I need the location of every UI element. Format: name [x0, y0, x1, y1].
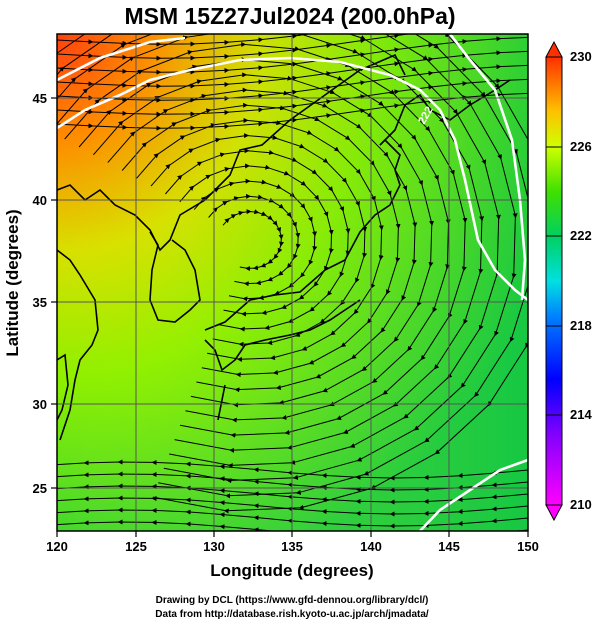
- x-tick-label: 120: [46, 539, 68, 554]
- y-tick-label: 35: [33, 295, 47, 310]
- colorbar-tick-label: 210: [570, 497, 592, 512]
- x-tick-label: 140: [360, 539, 382, 554]
- y-tick-label: 25: [33, 481, 47, 496]
- y-tick-label: 30: [33, 397, 47, 412]
- colorbar-tick-label: 230: [570, 49, 592, 64]
- x-tick-label: 135: [281, 539, 303, 554]
- colorbar-tick-label: 222: [570, 228, 592, 243]
- gridlines: [57, 34, 528, 531]
- coastlines: [57, 53, 511, 441]
- credit-drawing: Drawing by DCL (https://www.gfd-dennou.o…: [156, 595, 429, 606]
- y-axis-label: Latitude (degrees): [3, 209, 22, 356]
- streamline: [57, 519, 528, 531]
- x-tick-label: 145: [438, 539, 460, 554]
- chart-title: MSM 15Z27Jul2024 (200.0hPa): [124, 3, 455, 29]
- colorbar-tick-label: 218: [570, 318, 592, 333]
- x-tick-label: 150: [517, 539, 539, 554]
- x-tick-label: 125: [125, 539, 147, 554]
- colorbar-tick-label: 226: [570, 139, 592, 154]
- credit-data: Data from http://database.rish.kyoto-u.a…: [155, 609, 429, 620]
- contour-lines: [57, 34, 528, 531]
- tick-marks: [51, 97, 529, 537]
- plot-area: 222: [57, 34, 528, 531]
- x-tick-label: 130: [203, 539, 225, 554]
- colorbar-tick-label: 214: [570, 407, 592, 422]
- x-axis-label: Longitude (degrees): [210, 561, 373, 580]
- y-tick-label: 45: [33, 91, 47, 106]
- colorbar: [545, 40, 563, 522]
- y-tick-label: 40: [33, 193, 47, 208]
